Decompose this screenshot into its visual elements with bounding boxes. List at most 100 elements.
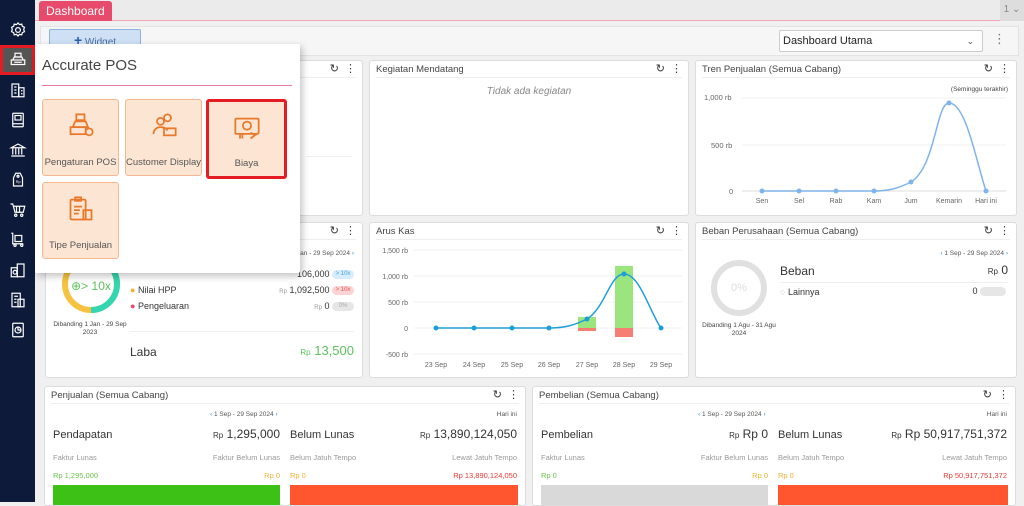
refresh-icon[interactable]: ↻ xyxy=(983,63,993,75)
svg-text:1,500 rb: 1,500 rb xyxy=(382,248,408,255)
more-icon[interactable]: ⋮ xyxy=(345,63,356,75)
sidebar-item-company[interactable] xyxy=(0,75,35,105)
next-period-icon[interactable]: › xyxy=(1005,250,1008,257)
building-icon xyxy=(10,83,25,98)
overdue-bar xyxy=(778,485,1008,505)
profit-label: Laba xyxy=(130,345,157,359)
more-options-icon[interactable]: ⋮ xyxy=(993,31,1006,46)
expense-label: Beban xyxy=(780,264,815,278)
cart-icon xyxy=(10,203,26,217)
next-period-icon[interactable]: › xyxy=(275,411,278,418)
sidebar-item-pos[interactable] xyxy=(0,45,35,75)
svg-text:24 Sep: 24 Sep xyxy=(463,362,485,369)
more-icon[interactable]: ⋮ xyxy=(998,389,1009,401)
svg-text:Sel: Sel xyxy=(794,198,805,205)
tile-pos-settings[interactable]: Pengaturan POS xyxy=(42,99,119,176)
sidebar-item-delivery[interactable] xyxy=(0,225,35,255)
expense-row-other: ○ Lainnya xyxy=(780,287,820,297)
tax-calculator-icon xyxy=(10,292,25,308)
svg-text:1,000 rb: 1,000 rb xyxy=(382,274,408,281)
next-period-icon[interactable]: › xyxy=(763,411,766,418)
gear-icon xyxy=(10,21,25,37)
svg-text:25 Sep: 25 Sep xyxy=(501,362,523,369)
card-sales-trend: Tren Penjualan (Semua Cabang) ↻ ⋮ (Semingg… xyxy=(695,60,1017,216)
svg-text:26 Sep: 26 Sep xyxy=(538,362,560,369)
pos-settings-icon xyxy=(69,113,94,137)
window-switcher[interactable]: 1 ⌄ xyxy=(1000,0,1024,21)
card-profit-loss: ↻ ⋮ Jan - 29 Sep 2024 › ⊕> 10x Dibanding … xyxy=(45,222,363,378)
svg-text:28 Sep: 28 Sep xyxy=(613,362,635,369)
more-icon[interactable]: ⋮ xyxy=(508,389,519,401)
refresh-icon[interactable]: ↻ xyxy=(492,389,502,401)
svg-text:Sen: Sen xyxy=(756,198,769,205)
refresh-icon[interactable]: ↻ xyxy=(329,225,339,237)
arrow-up-circle-icon: ⊕ xyxy=(71,279,82,293)
profit-value: Rp 13,500 xyxy=(300,343,354,358)
svg-text:Kam: Kam xyxy=(867,198,882,205)
sidebar-item-book[interactable] xyxy=(0,105,35,135)
more-icon[interactable]: ⋮ xyxy=(999,225,1010,237)
next-period-icon[interactable]: › xyxy=(351,250,354,257)
sidebar-item-bank[interactable] xyxy=(0,135,35,165)
row-revenue: 106,000 > 10x xyxy=(130,266,354,282)
card-cash-flow: Arus Kas ↻ ⋮ 1,500 rb 1,000 rb 500 rb 0 -500 r… xyxy=(369,222,689,378)
expense-value: Rp 0 xyxy=(987,263,1008,277)
refresh-icon[interactable]: ↻ xyxy=(982,389,992,401)
svg-text:500 rb: 500 rb xyxy=(388,300,408,307)
refresh-icon[interactable]: ↻ xyxy=(655,225,665,237)
more-icon[interactable]: ⋮ xyxy=(345,225,356,237)
sidebar-item-cart[interactable] xyxy=(0,195,35,225)
prev-period-icon[interactable]: ‹ xyxy=(940,250,943,257)
tab-dashboard[interactable]: Dashboard xyxy=(39,1,112,21)
report-chart-icon xyxy=(11,322,24,338)
date-range: ‹ 1 Sep - 29 Sep 2024 › xyxy=(698,411,766,418)
svg-text:Jum: Jum xyxy=(904,198,917,205)
more-icon[interactable]: ⋮ xyxy=(671,63,682,75)
comparison-note: Dibanding 1 Agu - 31 Agu 2024 xyxy=(702,322,776,337)
card-title: Kegiatan Mendatang xyxy=(376,64,464,75)
expense-ring-chart xyxy=(711,260,767,316)
cost-icon xyxy=(234,117,260,140)
plus-icon: + xyxy=(73,32,83,48)
tile-cost[interactable]: Biaya xyxy=(206,99,287,179)
more-icon[interactable]: ⋮ xyxy=(999,63,1010,75)
cash-register-icon xyxy=(10,52,25,66)
svg-text:0: 0 xyxy=(404,326,408,333)
refresh-icon[interactable]: ↻ xyxy=(655,63,665,75)
sidebar-item-report[interactable] xyxy=(0,315,35,345)
bank-icon xyxy=(8,143,27,157)
sales-type-icon xyxy=(69,196,93,221)
refresh-icon[interactable]: ↻ xyxy=(329,63,339,75)
svg-text:29 Sep: 29 Sep xyxy=(650,362,672,369)
card-company-expenses: Beban Perusahaan (Semua Cabang) ↻ ⋮ ‹ 1 Se… xyxy=(695,222,1017,378)
sidebar-item-assets[interactable] xyxy=(0,255,35,285)
more-icon[interactable]: ⋮ xyxy=(671,225,682,237)
popup-title: Accurate POS xyxy=(42,57,138,74)
sidebar-item-tax[interactable] xyxy=(0,285,35,315)
sidebar-item-tag[interactable]: Rp xyxy=(0,165,35,195)
svg-text:27 Sep: 27 Sep xyxy=(576,362,598,369)
card-sales: Penjualan (Semua Cabang) ↻ ⋮ ‹ 1 Sep - 29 … xyxy=(44,386,526,506)
card-title: Pembelian (Semua Cabang) xyxy=(539,390,659,401)
card-title: Penjualan (Semua Cabang) xyxy=(51,390,169,401)
tile-sales-type[interactable]: Tipe Penjualan xyxy=(42,182,119,259)
profit-rows: 106,000 > 10x ● Nilai HPP Rp 1,092,500 > … xyxy=(130,266,354,314)
svg-text:-500 rb: -500 rb xyxy=(386,352,408,359)
tile-customer-display[interactable]: Customer Display xyxy=(125,99,202,176)
prev-period-icon[interactable]: ‹ xyxy=(210,411,213,418)
comparison-note: Dibanding 1 Jan - 29 Sep 2023 xyxy=(53,321,127,336)
prev-period-icon[interactable]: ‹ xyxy=(698,411,701,418)
cash-flow-chart: 1,500 rb 1,000 rb 500 rb 0 -500 rb 23 Sep 24 … xyxy=(382,248,682,369)
date-range: ‹ 1 Sep - 29 Sep 2024 › xyxy=(940,250,1008,257)
dashboard-select[interactable]: Dashboard Utama ⌄ xyxy=(779,30,983,52)
card-upcoming-activities: Kegiatan Mendatang ↻ ⋮ Tidak ada kegiatan xyxy=(369,60,689,216)
customer-display-icon xyxy=(152,113,177,137)
row-hpp: ● Nilai HPP Rp 1,092,500 > 10x xyxy=(130,282,354,298)
row-expenses: ● Pengeluaran Rp 0 0% xyxy=(130,298,354,314)
date-range: Jan - 29 Sep 2024 › xyxy=(296,250,354,257)
refresh-icon[interactable]: ↻ xyxy=(983,225,993,237)
svg-text:Rab: Rab xyxy=(830,198,843,205)
chevron-down-icon: ⌄ xyxy=(966,36,974,46)
svg-text:23 Sep: 23 Sep xyxy=(425,362,447,369)
sidebar-item-settings[interactable] xyxy=(0,15,35,45)
